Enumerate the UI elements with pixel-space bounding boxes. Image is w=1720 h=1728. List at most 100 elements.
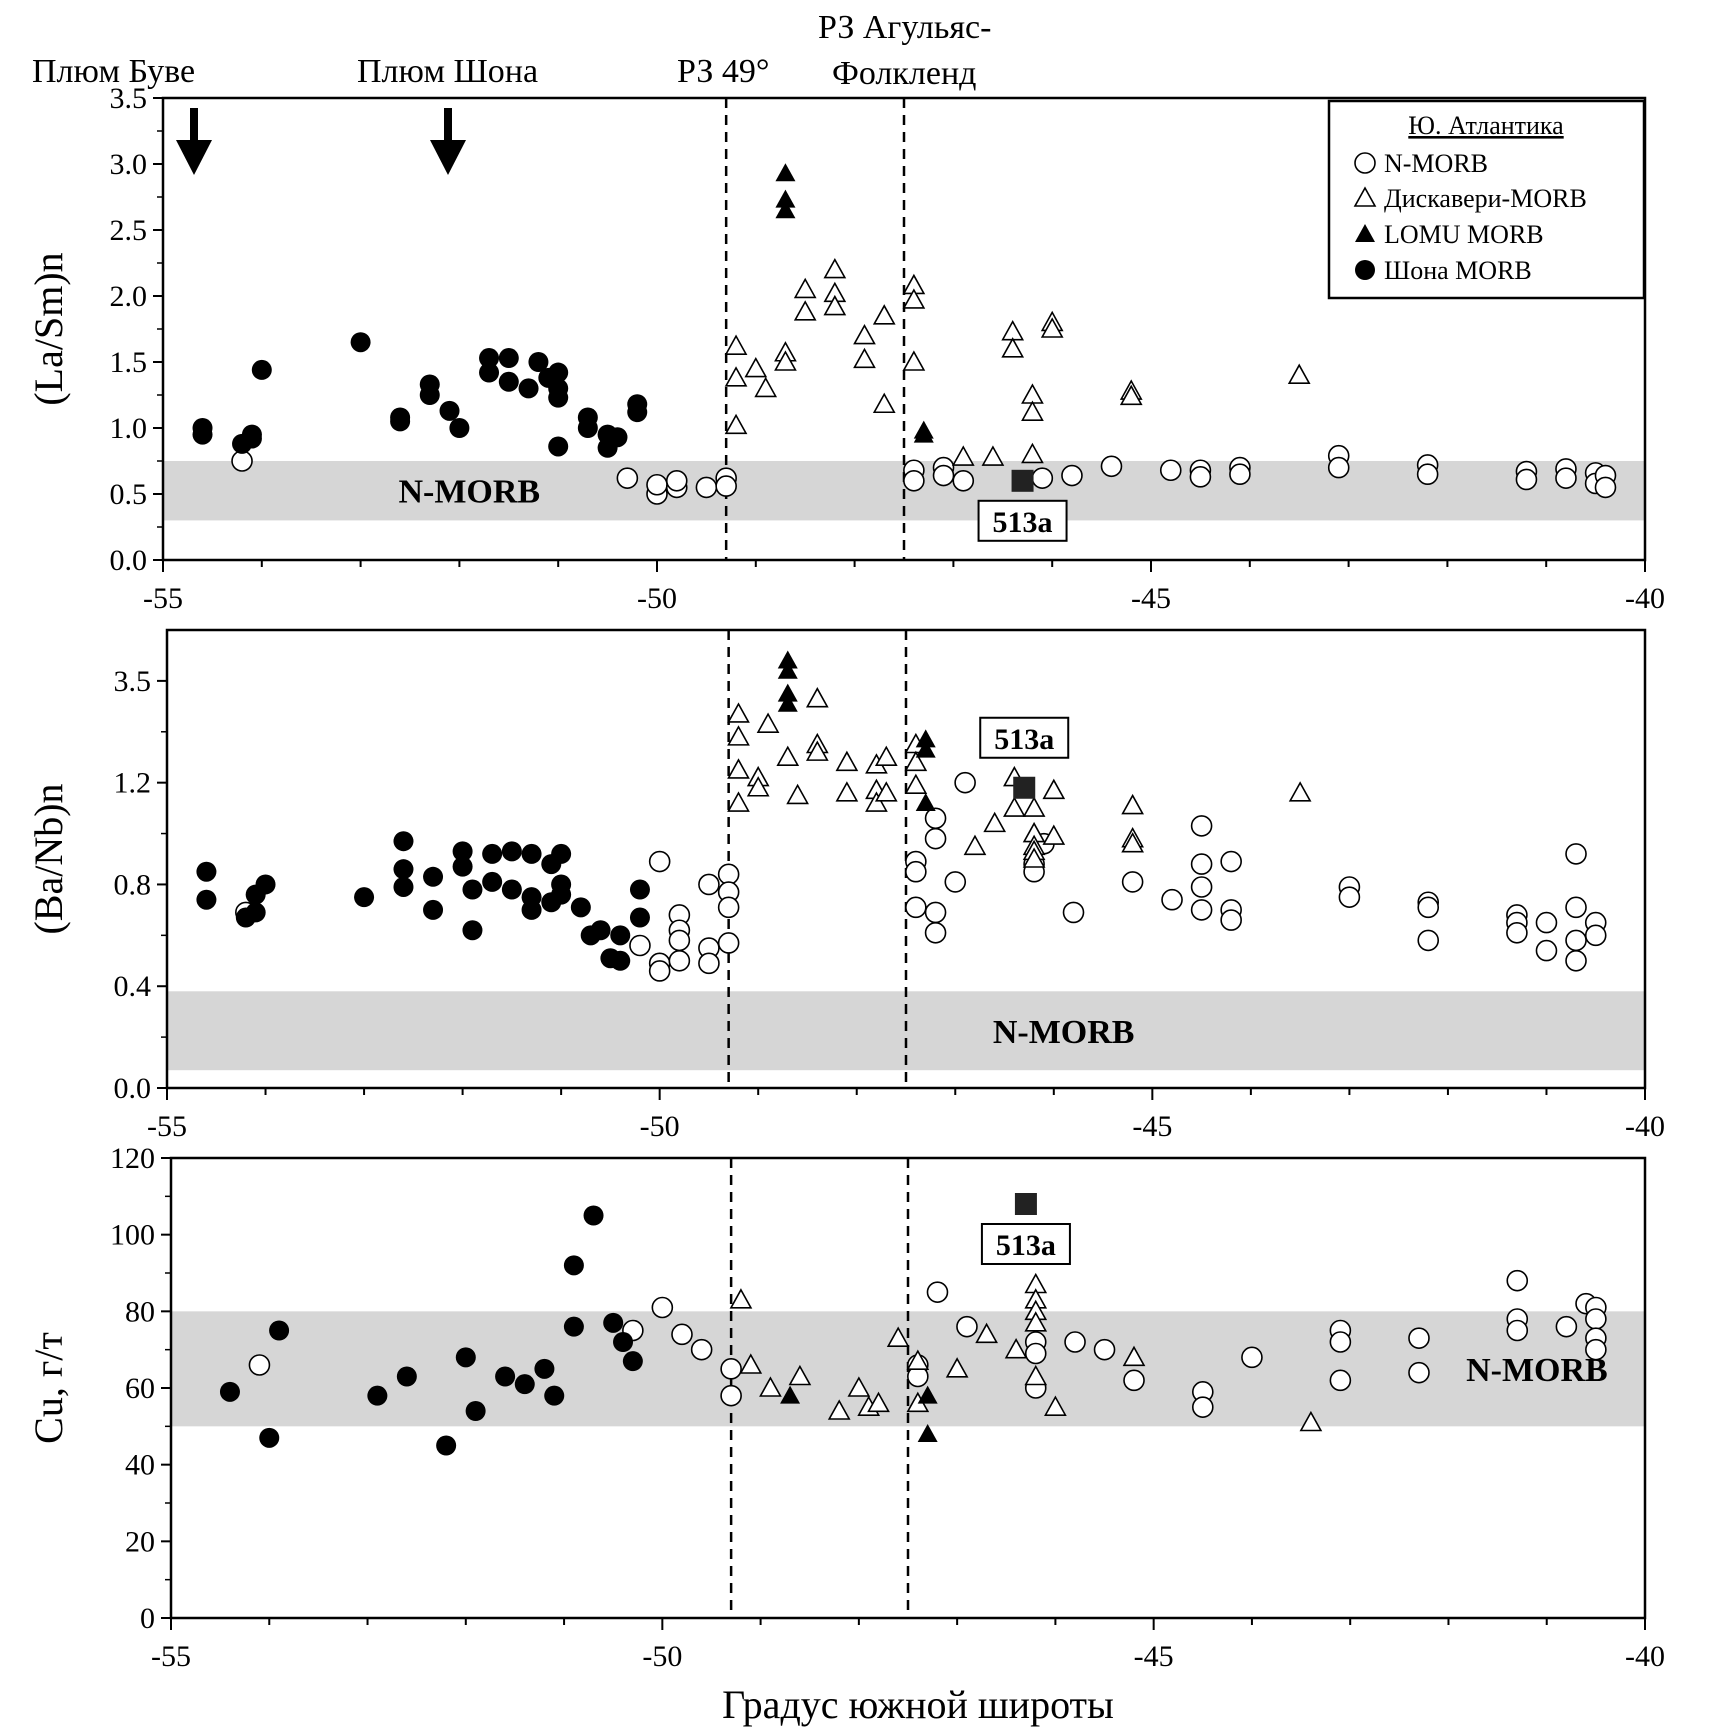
shona-point (629, 879, 650, 900)
shona-point (393, 876, 414, 897)
lomu-point (777, 660, 798, 679)
x-tick-label: -55 (151, 1640, 191, 1673)
discovery-point (727, 702, 750, 723)
y-tick-label: 2.5 (110, 214, 148, 247)
nmorb-point (903, 469, 925, 492)
discovery-point (727, 791, 750, 812)
shona-point (350, 332, 371, 353)
shona-point (495, 1366, 516, 1387)
lomu-point (915, 793, 936, 812)
nmorb-point (1506, 1269, 1529, 1292)
discovery-point (727, 725, 750, 746)
shona-point (396, 1366, 417, 1387)
discovery-point (886, 1326, 910, 1347)
agulhas-falkland-label-line1: РЗ Агульяс- (818, 9, 991, 46)
discovery-point (823, 257, 847, 279)
shona-point (590, 920, 611, 941)
discovery-point (1021, 400, 1044, 421)
shona-point (501, 879, 522, 900)
shona-point (622, 1351, 643, 1372)
discovery-point (1003, 796, 1026, 817)
nmorb-point (1565, 843, 1587, 865)
shona-point (455, 1347, 476, 1368)
discovery-point (727, 758, 750, 779)
x-tick-label: -40 (1625, 1640, 1665, 1673)
nmorb-point (924, 921, 947, 944)
nmorb-point (646, 473, 668, 496)
shona-point (498, 348, 519, 369)
nmorb-point (1416, 463, 1439, 486)
discovery-point (963, 834, 987, 856)
nmorb-point (954, 771, 976, 794)
shona-plume-label: Плюм Шона (357, 53, 538, 90)
shona-point (465, 1401, 486, 1421)
discovery-point (827, 1399, 851, 1420)
shona-point (482, 871, 503, 892)
shona-point (251, 359, 272, 380)
shona-point (245, 902, 266, 923)
legend-lomu-marker (1355, 224, 1375, 242)
shona-point (255, 874, 276, 895)
lomu-point (913, 424, 934, 443)
nmorb-point (648, 850, 671, 873)
discovery-point (1024, 1311, 1048, 1332)
nmorb-point (1161, 888, 1183, 911)
nmorb-point (952, 469, 975, 492)
x-tick-label: -50 (642, 1640, 682, 1673)
shona-point (548, 362, 569, 383)
nmorb-point (616, 467, 639, 489)
nmorb-point (1159, 459, 1182, 482)
shona-point (521, 843, 542, 864)
discovery-point (1021, 383, 1044, 404)
lomu-point (775, 200, 796, 219)
discovery-point (867, 1391, 890, 1413)
sample-label-box (977, 499, 1068, 542)
lomu-point (777, 683, 798, 702)
x-tick-label: -45 (1131, 582, 1171, 615)
shona-point (607, 427, 628, 448)
discovery-point (1044, 1395, 1067, 1416)
nmorb-point (1417, 929, 1440, 952)
y-tick-label: 0.0 (110, 544, 148, 577)
nmorb-point (671, 1323, 693, 1346)
discovery-point (847, 1376, 871, 1397)
discovery-point (1299, 1410, 1323, 1432)
sample-513a-label: 513a (996, 1229, 1056, 1262)
nmorb-point (1585, 1338, 1607, 1361)
sample-513a-label: 513a (994, 723, 1054, 756)
legend-shona-label: Шона MORB (1384, 256, 1532, 285)
y-tick-label: 0.5 (110, 478, 148, 511)
shona-point (196, 889, 217, 910)
x-tick-label: -40 (1625, 1110, 1665, 1143)
nmorb-point (905, 860, 927, 883)
discovery-point (788, 1364, 812, 1386)
shona-point (354, 887, 375, 908)
nmorb-point (1123, 1369, 1145, 1392)
nmorb-point (720, 1358, 742, 1380)
shona-point (548, 436, 569, 457)
discovery-point (835, 781, 859, 802)
legend-discovery-marker (1353, 186, 1377, 207)
discovery-point (975, 1322, 998, 1344)
discovery-point (744, 356, 768, 378)
legend-discovery-label: Дискавери-MORB (1384, 184, 1587, 213)
nmorb-point (1241, 1346, 1263, 1369)
discovery-point (1122, 1345, 1146, 1367)
nmorb-point (1189, 466, 1212, 488)
nmorb-point (248, 1354, 271, 1376)
discovery-point (1042, 824, 1066, 845)
shona-point (192, 424, 213, 445)
shona-point (501, 841, 522, 862)
shona-point (518, 378, 539, 399)
agulhas-falkland-label-line2: Фолкленд (832, 55, 976, 92)
discovery-point (754, 376, 778, 398)
discovery-point (1042, 778, 1066, 800)
discovery-point (1001, 319, 1025, 341)
nmorb-point (924, 901, 947, 924)
lomu-point (915, 729, 936, 748)
nmorb-point (231, 450, 253, 472)
nmorb-point (1329, 1331, 1352, 1353)
nmorb-point (1535, 939, 1558, 962)
lomu-point (780, 1385, 801, 1404)
discovery-point (1021, 442, 1044, 464)
